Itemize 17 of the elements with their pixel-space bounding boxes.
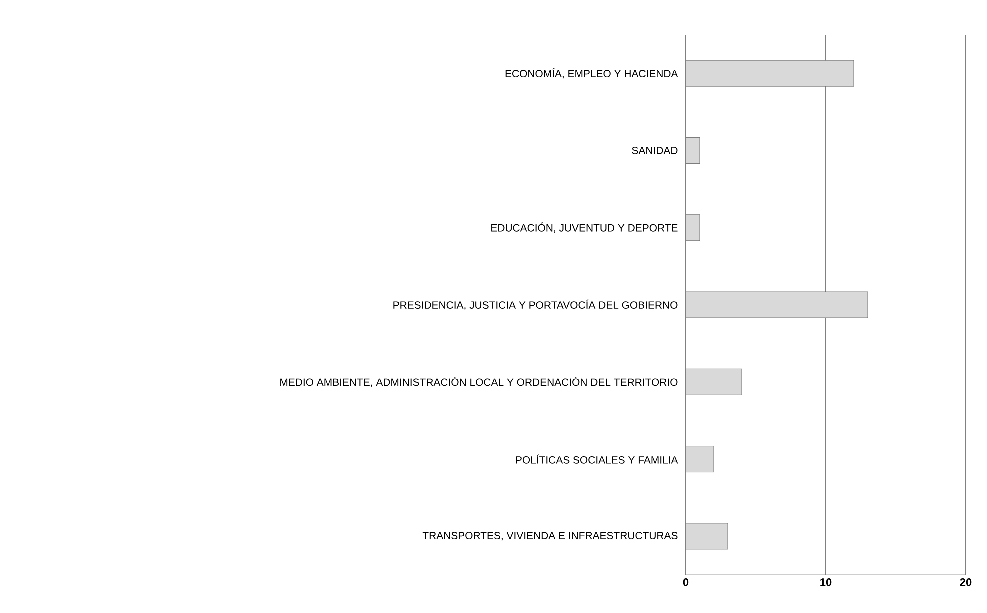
y-tick-label: SANIDAD bbox=[632, 147, 678, 154]
y-tick-label: EDUCACIÓN, JUVENTUD Y DEPORTE bbox=[492, 222, 678, 234]
y-tick-label: MEDIO AMBIENTE, ADMINISTRACIÓN LOCAL Y ORDENACIÓN DEL TERRITORIO bbox=[280, 376, 678, 388]
x-tick-label: 10 bbox=[820, 578, 832, 586]
bar bbox=[686, 368, 742, 396]
y-tick-label: ECONOMÍA, EMPLEO Y HACIENDA bbox=[506, 68, 678, 79]
y-tick-label: PRESIDENCIA, JUSTICIA Y PORTAVOCÍA DEL GOBIERNO bbox=[394, 300, 678, 310]
x-tick-label: 20 bbox=[960, 578, 972, 586]
bar bbox=[686, 214, 700, 242]
bar bbox=[686, 138, 700, 164]
bar bbox=[686, 523, 728, 550]
bar bbox=[686, 446, 714, 472]
y-tick-label: POLÍTICAS SOCIALES Y FAMILIA bbox=[516, 454, 678, 464]
y-tick-label: TRANSPORTES, VIVIENDA E INFRAESTRUCTURAS bbox=[422, 532, 678, 541]
bar bbox=[686, 292, 868, 318]
bar bbox=[686, 60, 854, 87]
x-tick-label: 0 bbox=[683, 578, 689, 586]
